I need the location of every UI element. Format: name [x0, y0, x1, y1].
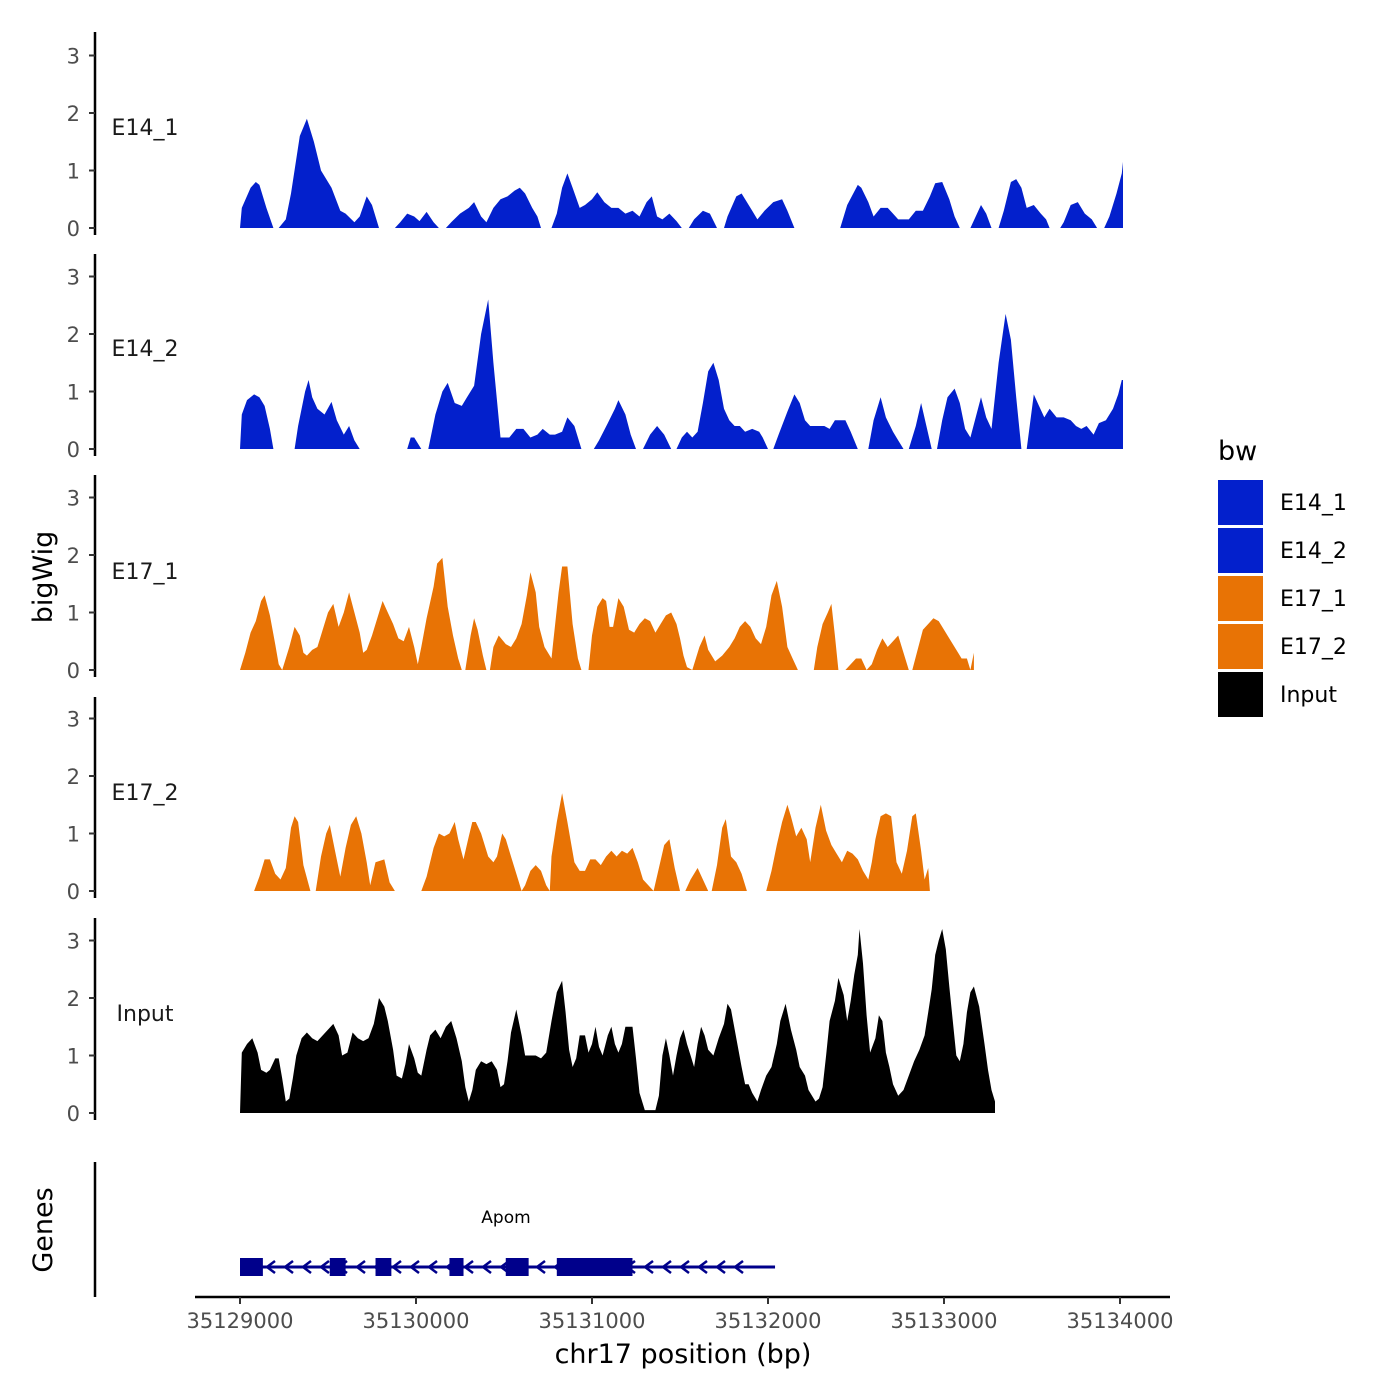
legend-swatch-e17_2	[1218, 624, 1263, 669]
y-tick-label: 2	[67, 544, 80, 568]
y-tick-label: 2	[67, 323, 80, 347]
gene-exon	[329, 1258, 346, 1276]
y-axis-title: bigWig	[28, 531, 59, 624]
gene-exon	[505, 1258, 529, 1276]
coverage-area-e17_1	[240, 557, 974, 670]
strand-arrow	[282, 1260, 294, 1274]
x-tick-label: 35130000	[363, 1309, 470, 1333]
track-e17_2: 0 1 2 3 E17_2	[67, 697, 930, 904]
track-label: Input	[117, 1002, 174, 1027]
coverage-area-e14_1	[240, 118, 1123, 228]
coverage-area-e17_2	[254, 793, 930, 891]
x-tick-label: 35134000	[1067, 1309, 1174, 1333]
strand-arrow	[678, 1260, 690, 1274]
track-label: E17_2	[112, 781, 179, 806]
legend-label-e17_2: E17_2	[1280, 635, 1347, 660]
legend-title: bw	[1218, 436, 1257, 467]
gene-name-label: Apom	[481, 1208, 530, 1228]
y-tick-label: 3	[67, 45, 80, 69]
y-tick-label: 1	[67, 602, 80, 626]
y-tick-label: 3	[67, 266, 80, 290]
y-tick-label: 3	[67, 930, 80, 954]
track-label: E17_1	[112, 560, 179, 585]
y-tick-label: 1	[67, 160, 80, 184]
y-tick-label: 2	[67, 987, 80, 1011]
strand-arrow	[390, 1260, 402, 1274]
y-tick-label: 0	[67, 1102, 80, 1126]
y-tick-label: 2	[67, 102, 80, 126]
track-e14_2: 0 1 2 3 E14_2	[67, 254, 1123, 462]
y-tick-label: 3	[67, 487, 80, 511]
y-tick-label: 0	[67, 438, 80, 462]
legend-label-e14_1: E14_1	[1280, 491, 1347, 516]
y-tick-label: 1	[67, 1045, 80, 1069]
x-tick-label: 35132000	[715, 1309, 822, 1333]
track-label: E14_1	[112, 116, 179, 141]
strand-arrow	[264, 1260, 276, 1274]
strand-arrow	[732, 1260, 744, 1274]
strand-arrow	[408, 1260, 420, 1274]
strand-arrow	[480, 1260, 492, 1274]
x-axis: 35129000 35130000 35131000 35132000 35133000…	[187, 1295, 1174, 1333]
y-tick-label: 1	[67, 823, 80, 847]
x-tick-label: 35133000	[891, 1309, 998, 1333]
gene-panel: Apom	[93, 1162, 776, 1297]
legend-swatch-e17_1	[1218, 576, 1263, 621]
strand-arrow	[354, 1260, 366, 1274]
y-tick-label: 0	[67, 880, 80, 904]
coverage-area-input	[240, 929, 995, 1113]
track-label: E14_2	[112, 337, 179, 362]
legend-swatch-input	[1218, 672, 1263, 717]
x-tick-label: 35129000	[187, 1309, 294, 1333]
y-tick-label: 2	[67, 765, 80, 789]
strand-arrow	[300, 1260, 312, 1274]
gene-exon	[556, 1258, 633, 1276]
track-e17_1: 0 1 2 3 E17_1	[67, 475, 974, 683]
gene-exon	[240, 1258, 263, 1276]
gene-exon	[375, 1258, 392, 1276]
legend-label-input: Input	[1280, 683, 1337, 708]
gene-exon	[449, 1258, 464, 1276]
tracks-group: 0 1 2 3 E14_1 0 1 2 3 E14_2 0 1 2 3 E17_1 0 1 2 3 E17_2 0 1 2 3…	[67, 32, 1123, 1126]
track-input: 0 1 2 3 Input	[67, 918, 995, 1126]
y-tick-label: 1	[67, 381, 80, 405]
track-e14_1: 0 1 2 3 E14_1	[67, 32, 1123, 241]
coverage-area-e14_2	[240, 299, 1123, 449]
strand-arrow	[696, 1260, 708, 1274]
strand-arrow	[660, 1260, 672, 1274]
strand-arrow	[642, 1260, 654, 1274]
strand-arrow	[534, 1260, 546, 1274]
y-tick-label: 0	[67, 217, 80, 241]
strand-arrow	[462, 1260, 474, 1274]
y-tick-label: 3	[67, 708, 80, 732]
x-axis-title: chr17 position (bp)	[555, 1339, 812, 1370]
x-tick-label: 35131000	[539, 1309, 646, 1333]
y-tick-label: 0	[67, 659, 80, 683]
legend-swatch-e14_2	[1218, 528, 1263, 573]
legend-label-e14_2: E14_2	[1280, 539, 1347, 564]
legend-label-e17_1: E17_1	[1280, 587, 1347, 612]
gene-track-title: Genes	[28, 1187, 59, 1272]
strand-arrow	[426, 1260, 438, 1274]
legend-swatch-e14_1	[1218, 480, 1263, 525]
strand-arrow	[318, 1260, 330, 1274]
strand-arrow	[714, 1260, 726, 1274]
legend: E14_1 E14_2 E17_1 E17_2 Input	[1218, 480, 1347, 717]
